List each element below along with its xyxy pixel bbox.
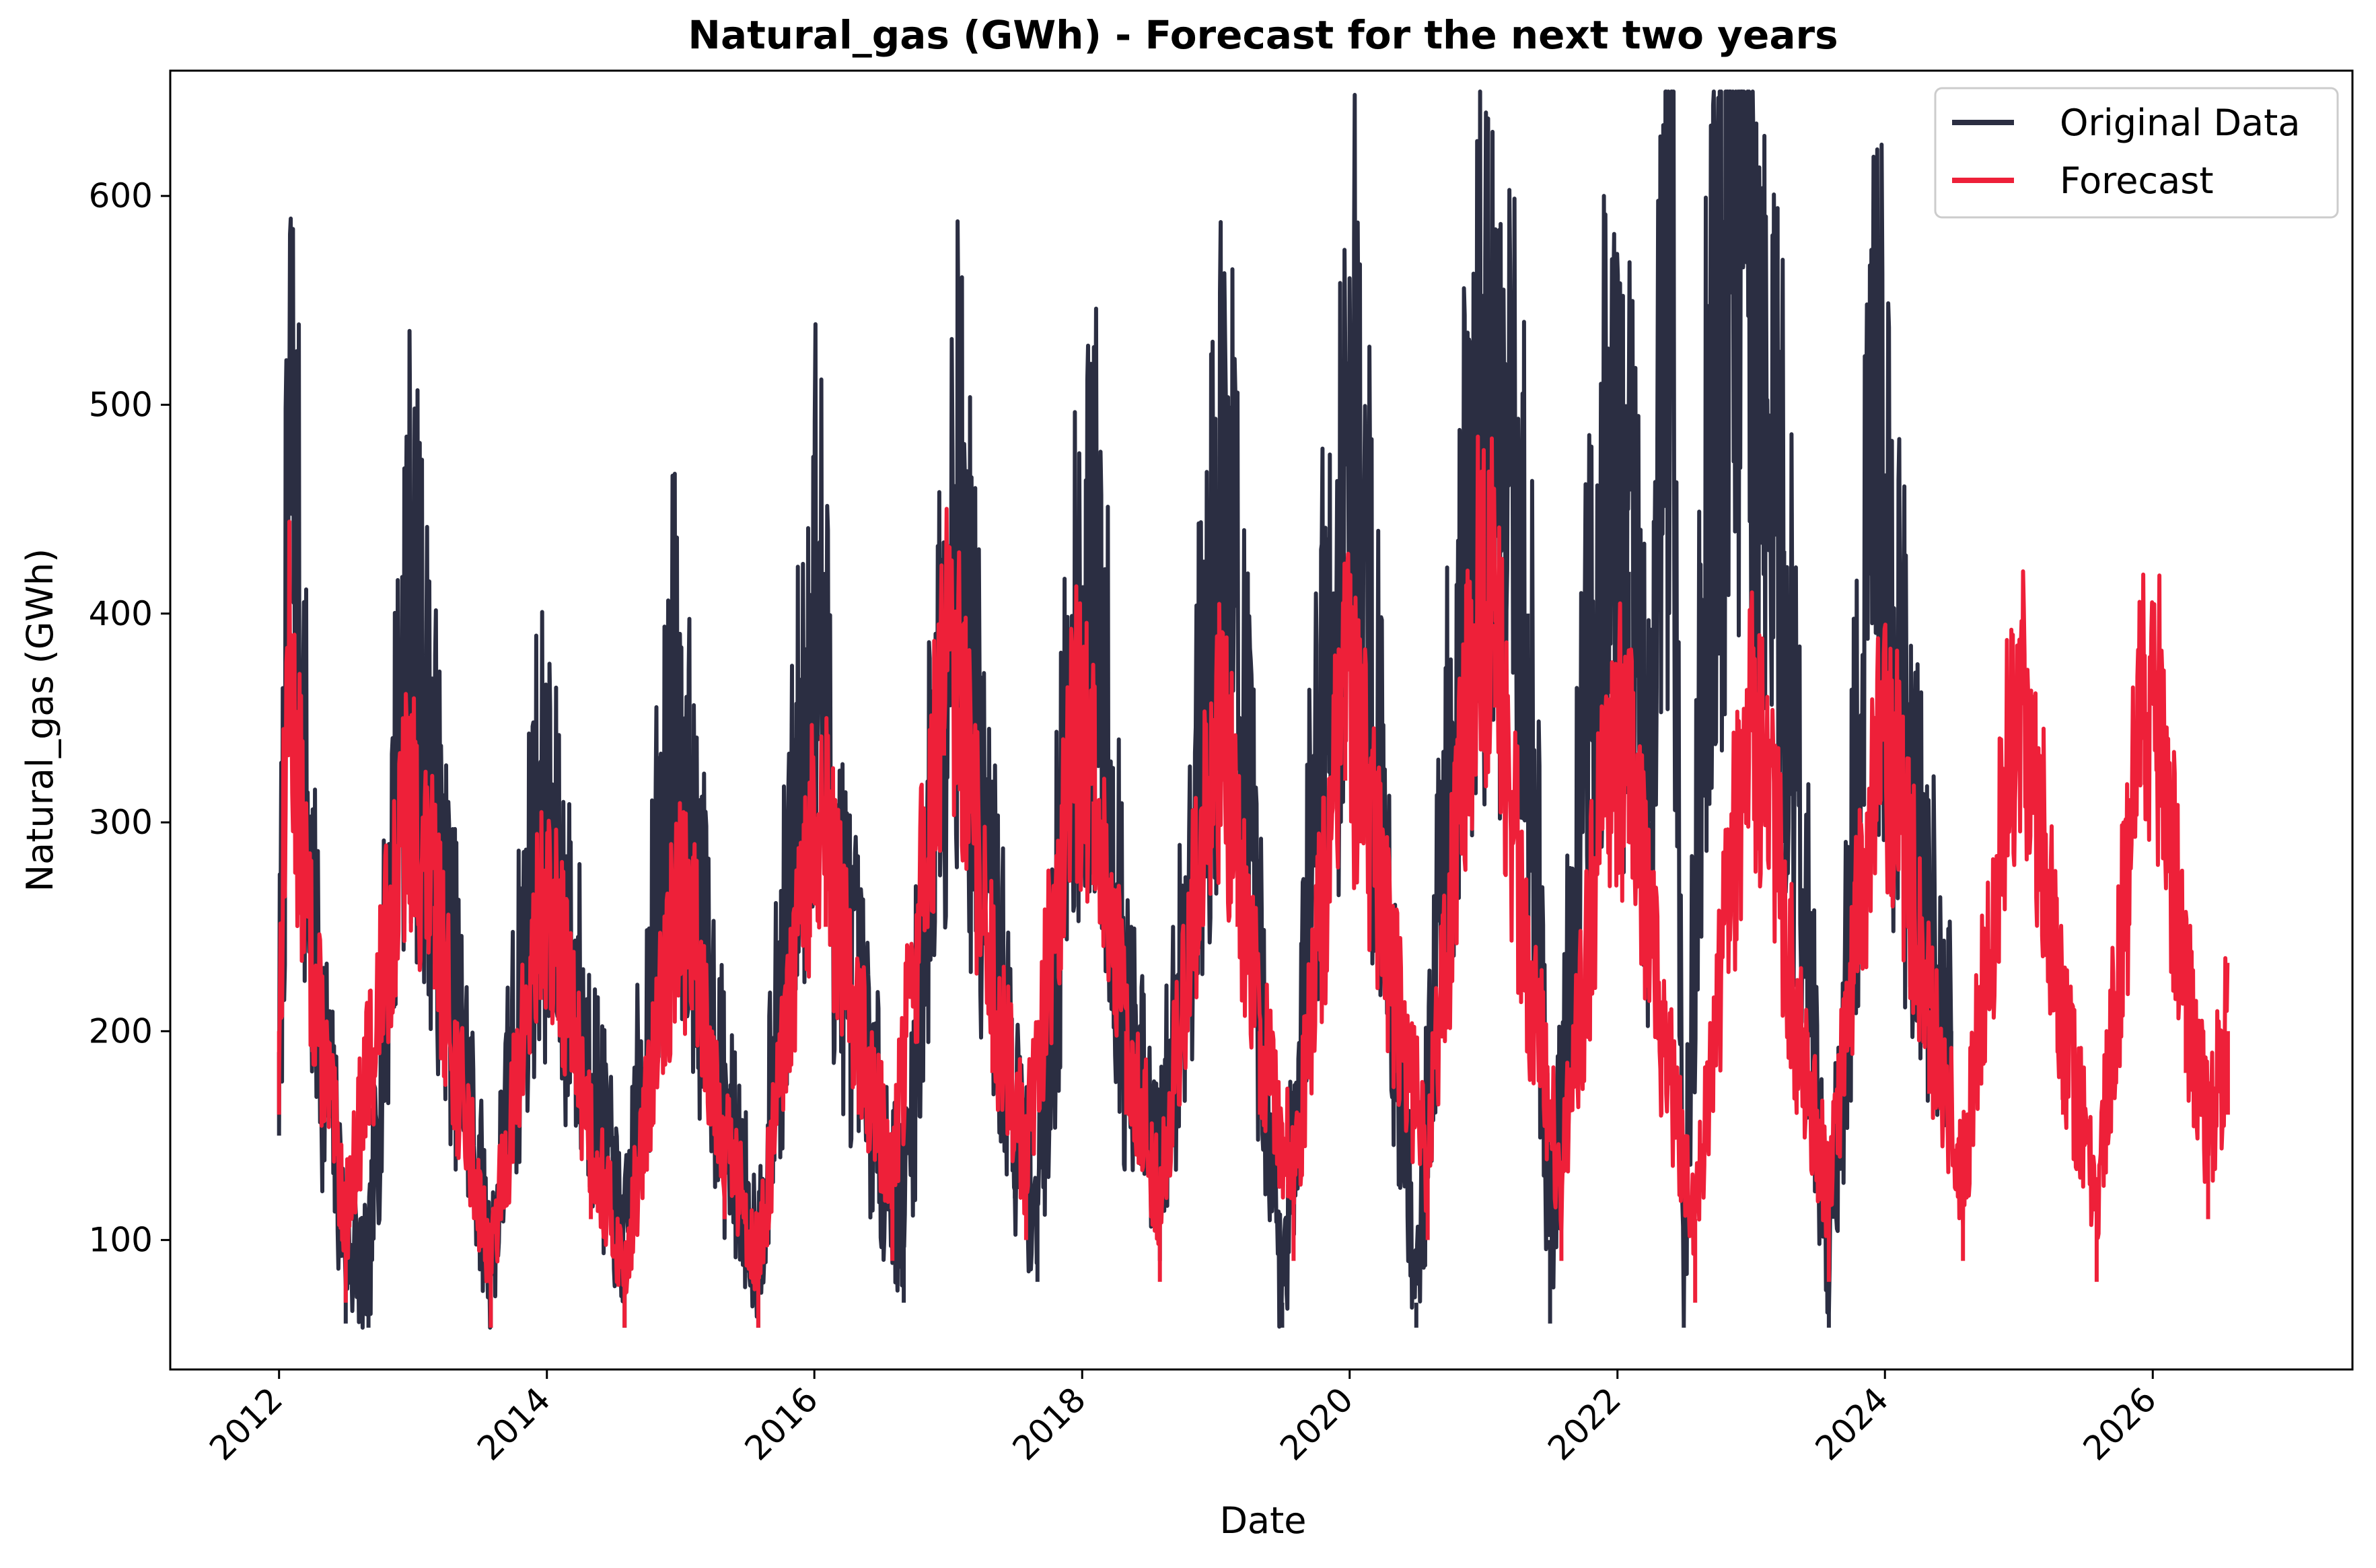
legend: Original Data Forecast (1934, 87, 2339, 219)
y-axis-label: Natural_gas (GWh) (19, 548, 61, 892)
y-tick-label: 200 (89, 1011, 153, 1050)
legend-box (1934, 87, 2339, 219)
plot-series-group (277, 90, 2230, 1330)
x-axis-label: Date (1219, 1499, 1306, 1542)
y-tick-label: 400 (89, 594, 153, 633)
series-line-forecast (277, 434, 2230, 1328)
y-tick-label: 600 (89, 176, 153, 215)
plot-frame (169, 69, 2354, 1371)
y-tick-label: 300 (89, 803, 153, 842)
y-tick-label: 100 (89, 1221, 153, 1260)
legend-label-original-data: Original Data (2060, 102, 2300, 144)
chart-title: Natural_gas (GWh) - Forecast for the nex… (688, 12, 1838, 58)
y-tick-label: 500 (89, 385, 153, 424)
y-axis: 100 200 300 400 500 600 (89, 176, 170, 1260)
legend-label-forecast: Forecast (2060, 159, 2214, 202)
